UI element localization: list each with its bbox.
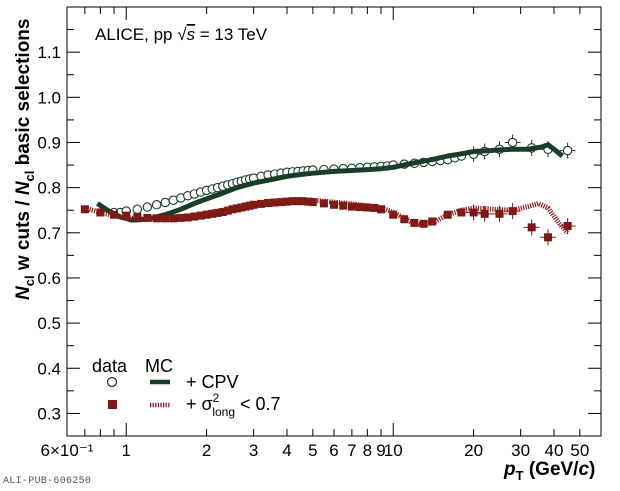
legend-label-sigma-sup: 2 — [213, 391, 220, 405]
y-tick-label: 0.8 — [37, 179, 61, 198]
data-point-sigma — [355, 203, 364, 212]
data-point-sigma — [319, 199, 328, 208]
data-point-sigma — [277, 198, 286, 207]
x-tick-label: 4 — [282, 441, 291, 460]
data-point-cpv — [151, 200, 162, 210]
data-point-sigma — [208, 209, 217, 218]
x-tick-label: 2 — [202, 441, 211, 460]
data-point-sigma — [457, 208, 466, 217]
data-point-sigma — [196, 211, 205, 220]
data-point-sigma — [213, 208, 222, 217]
y-axis-title: Ncl w cuts / Ncl basic selections — [13, 19, 37, 300]
data-point-sigma — [241, 202, 250, 211]
data-point-sigma — [527, 223, 536, 232]
publication-id: ALI-PUB-606250 — [3, 476, 92, 487]
data-point-sigma — [495, 209, 504, 218]
data-point-sigma — [400, 215, 409, 224]
x-tick-label: 7 — [347, 441, 356, 460]
legend-label-cpv: + CPV — [186, 372, 239, 392]
y-tick-label: 1.1 — [37, 43, 61, 62]
data-point-sigma — [294, 197, 303, 206]
series-3 — [84, 197, 570, 235]
data-point-sigma — [347, 202, 356, 211]
legend-header-mc: MC — [145, 356, 173, 376]
x-tick-labels: 6×10⁻¹ 1 2 3 4 5 6 7 8 910 20 30 40 50 — [41, 441, 590, 460]
series-1 — [95, 142, 564, 223]
y-tick-label: 0.5 — [37, 314, 61, 333]
data-point-cpv — [132, 204, 143, 215]
y-tick-label: 0.9 — [37, 133, 61, 152]
data-point-sigma — [96, 208, 105, 217]
y-tick-label: 0.7 — [37, 224, 61, 243]
x-axis-title: pT (GeV/c) — [503, 459, 595, 483]
x-tick-label: 6×10⁻¹ — [41, 441, 94, 460]
legend-header-data: data — [92, 356, 128, 376]
experiment-annotation: ALICE, pp √s = 13 TeV — [95, 25, 268, 44]
x-tick-label: 6 — [329, 441, 338, 460]
x-tick-label: 10 — [384, 441, 403, 460]
mc-curve-sigma — [84, 197, 570, 235]
x-tick-label: 3 — [249, 441, 258, 460]
legend-marker-sigma-data — [108, 400, 117, 409]
legend-label-sigma-sub: long — [212, 405, 235, 419]
data-point-sigma — [288, 197, 297, 206]
data-point-sigma — [330, 200, 338, 209]
x-tick-label: 20 — [464, 441, 483, 460]
data-point-sigma — [143, 213, 152, 222]
y-tick-labels: 0.3 0.4 0.5 0.6 0.7 0.8 0.9 1.0 1.1 — [37, 43, 61, 423]
legend-label-sigma: + σ2 long < 0.7 — [186, 391, 281, 419]
data-point-sigma — [122, 211, 131, 220]
y-tick-label: 1.0 — [37, 88, 61, 107]
legend: data MC + CPV + σ2 long < 0.7 — [92, 356, 281, 419]
legend-marker-cpv-data — [106, 376, 118, 388]
axis-ticks — [66, 6, 601, 437]
x-tick-label: 8 — [363, 441, 372, 460]
y-tick-label: 0.6 — [37, 269, 61, 288]
x-tick-label: 9 — [376, 441, 385, 460]
data-point-cpv — [142, 202, 153, 212]
x-tick-label: 30 — [511, 441, 530, 460]
x-tick-label: 5 — [308, 441, 317, 460]
data-point-sigma — [339, 201, 348, 210]
x-tick-label: 40 — [545, 441, 564, 460]
y-tick-label: 0.4 — [37, 359, 61, 378]
data-point-sigma — [469, 208, 478, 217]
data-point-sigma — [544, 233, 553, 242]
y-tick-label: 0.3 — [37, 404, 61, 423]
data-point-sigma — [480, 209, 489, 218]
data-point-sigma — [563, 222, 572, 231]
data-point-sigma — [389, 210, 398, 219]
series-layer — [80, 134, 576, 246]
data-point-cpv — [562, 145, 573, 156]
x-tick-label: 50 — [570, 441, 589, 460]
x-tick-label: 1 — [121, 441, 130, 460]
mc-curve-cpv — [95, 142, 564, 223]
data-point-cpv — [160, 197, 170, 208]
data-point-cpv — [507, 137, 518, 148]
